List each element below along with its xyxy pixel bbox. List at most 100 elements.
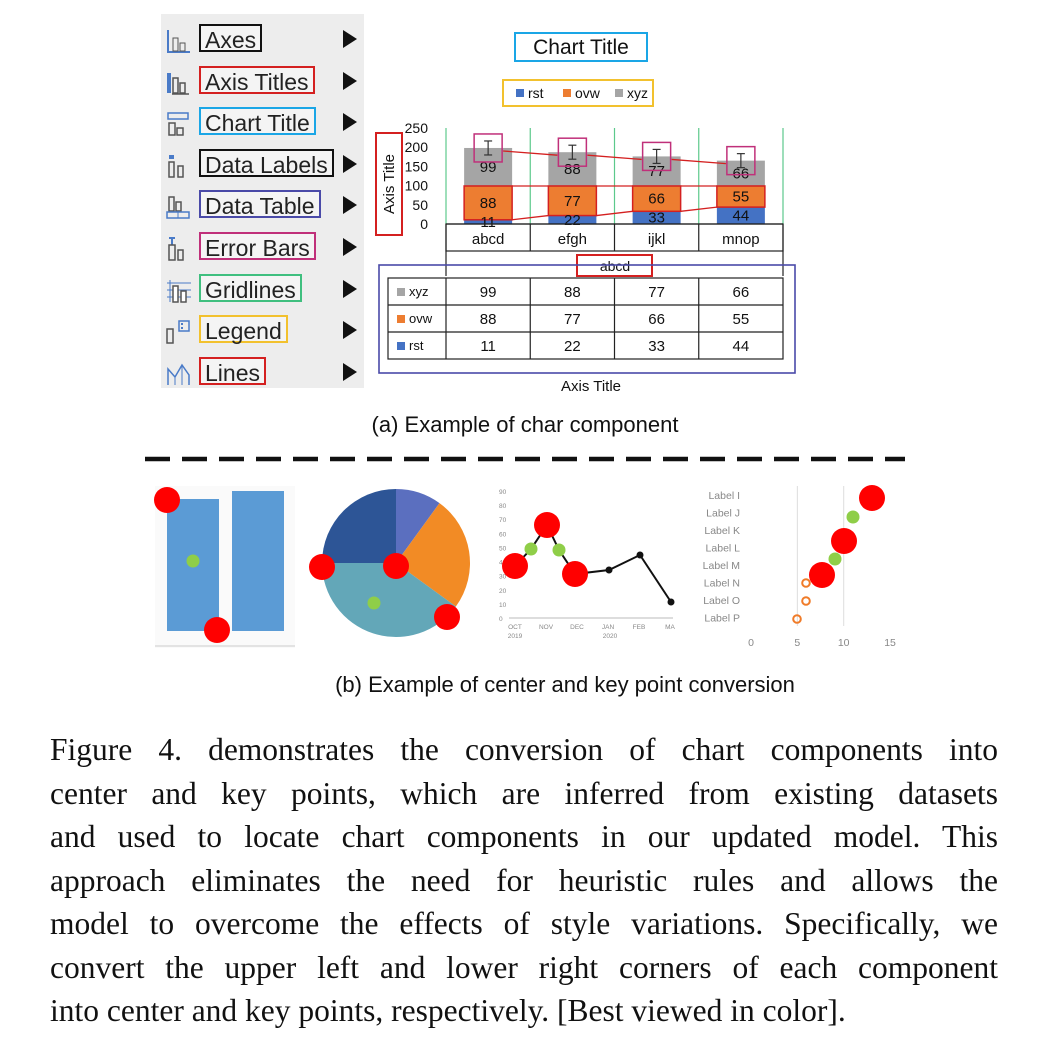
legend-swatch [615,89,623,97]
legend-icon [165,319,193,345]
data-labels-icon [165,153,193,179]
line-marker [667,598,675,606]
line-marker [636,551,644,559]
line-x-year: 2019 [508,633,523,640]
key-point [502,553,528,579]
line-y-tick: 10 [499,602,507,609]
bar-segment [632,185,681,212]
data-label: 99 [480,159,497,176]
chevron-right-icon[interactable] [343,30,357,48]
data-label-box [716,185,766,208]
menu-item-gridlines[interactable]: Gridlines [161,270,364,310]
menu-item-chart-title[interactable]: Chart Title [161,103,364,143]
error-bars-icon [165,236,193,262]
menu-item-error-bars[interactable]: Error Bars [161,228,364,268]
data-table [387,277,784,360]
key-point [859,485,885,511]
caption-line: Figure 4. demonstrates the conversion of… [50,732,998,767]
menu-item-legend[interactable]: Legend [161,311,364,351]
legend-box [502,79,654,107]
pie-slice [322,563,456,637]
dot-x-tick: 10 [838,637,850,649]
menu-item-axis-titles[interactable]: Axis Titles [161,62,364,102]
chart-title-icon [165,111,193,137]
chart-title: Chart Title [533,36,629,59]
menu-item-label: Data Table [199,190,321,219]
menu-item-label: Lines [199,356,266,386]
data-label: 11 [480,214,496,231]
axes-icon [165,28,193,54]
chevron-right-icon[interactable] [343,113,357,132]
menu-item-data-labels[interactable]: Data Labels [161,145,364,185]
menu-item-data-table[interactable]: Data Table [161,186,364,226]
menu-item-lines[interactable]: Lines [161,353,364,393]
table-row-label: rst [409,338,424,353]
data-label: 77 [564,193,581,210]
line-y-tick: 30 [499,574,507,581]
caption-b: (b) Example of center and key point conv… [335,672,795,697]
table-legend-swatch [397,288,405,296]
line-y-tick: 60 [499,531,507,538]
pie-slice [396,489,440,563]
legend-label: ovw [575,85,601,101]
dot-category-label: Label O [703,595,740,607]
hollow-point [792,614,802,624]
line-y-tick: 20 [499,588,507,595]
line-x-tick: DEC [570,624,584,631]
center-point [186,554,200,568]
bar-segment [716,185,765,208]
pie-slice [396,503,470,607]
dot-x-tick: 5 [794,637,800,649]
error-bar-box [473,133,503,163]
menu-item-axes[interactable]: Axes [161,20,364,60]
data-label: 66 [648,191,665,208]
chevron-right-icon[interactable] [343,362,357,381]
y-tick-label: 100 [405,178,429,194]
data-label: 55 [733,189,750,206]
key-point [831,528,857,554]
table-cell: 66 [648,311,665,328]
table-cell: 66 [733,284,750,301]
menu-item-label: Chart Title [199,107,316,136]
dot-category-label: Label I [708,490,740,502]
line-x-year: 2020 [603,633,618,640]
dot-x-tick: 0 [748,637,754,649]
legend-swatch [563,89,571,97]
hollow-point [801,596,811,606]
bar-segment [464,185,513,220]
y-tick-label: 200 [405,139,429,155]
line-y-tick: 80 [499,503,507,510]
caption-a: (a) Example of char component [371,412,679,437]
y-tick-label: 250 [405,120,429,136]
data-label: 22 [564,212,581,229]
line-x-tick: JAN [602,624,615,631]
x-axis-title: Axis Title [561,378,621,395]
y-axis-title: Axis Title [381,154,398,214]
chevron-right-icon[interactable] [343,321,357,340]
series-line [671,158,726,165]
gridlines-icon [165,278,193,304]
bar-segment [464,219,513,224]
line-y-tick: 0 [499,616,503,623]
series-line [587,154,642,161]
table-cell: 22 [564,338,581,355]
y-tick-label: 50 [412,197,428,213]
menu-item-label: Error Bars [199,232,316,261]
chevron-right-icon[interactable] [343,196,357,215]
data-label: 44 [733,208,750,225]
caption-line: approach eliminates the need for heurist… [50,862,998,898]
center-point [367,596,381,610]
chevron-right-icon[interactable] [343,71,357,90]
line-series [514,522,672,603]
chevron-right-icon[interactable] [343,279,357,298]
chart-title-box [514,32,648,62]
table-legend-swatch [397,342,405,350]
menu-item-label: Axes [199,24,263,53]
chevron-right-icon[interactable] [343,154,357,173]
data-label: 88 [480,195,497,212]
data-label: 77 [648,163,665,180]
data-label-box [463,185,513,221]
center-point [846,510,860,524]
chevron-right-icon[interactable] [343,238,357,256]
data-table-box [378,264,796,374]
